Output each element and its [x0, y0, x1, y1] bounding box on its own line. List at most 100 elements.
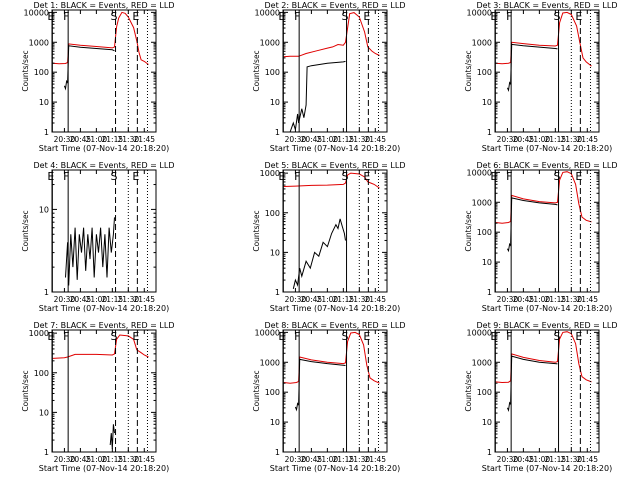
y-axis-label: Counts/sec — [252, 50, 261, 91]
time-marker-label: E — [575, 170, 582, 183]
time-marker-label: S — [554, 10, 561, 23]
events-line — [506, 355, 558, 412]
events-line — [65, 217, 115, 286]
x-tick-label: 21:15 — [102, 135, 124, 144]
time-marker-label: F — [294, 330, 300, 343]
x-axis-label: Start Time (07-Nov-14 20:18:20) — [270, 304, 400, 313]
plot-frame — [51, 169, 157, 293]
x-tick-label: 20:30 — [54, 455, 76, 464]
lld-line — [52, 334, 149, 359]
y-tick-label: 10 — [270, 98, 280, 107]
y-axis-label: Counts/sec — [21, 210, 30, 251]
x-tick-label: 20:30 — [54, 135, 76, 144]
x-tick-label: 21:30 — [118, 135, 140, 144]
y-tick-label: 10000 — [24, 8, 49, 17]
time-marker-label: S — [554, 170, 561, 183]
y-tick-label: 10 — [482, 418, 492, 427]
y-tick-label: 100 — [34, 68, 49, 77]
y-axis-label: Counts/sec — [21, 370, 30, 411]
y-tick-label: 1 — [44, 128, 49, 137]
x-tick-label: 20:30 — [285, 135, 307, 144]
y-tick-label: 10 — [482, 258, 492, 267]
x-tick-label: 21:00 — [529, 295, 551, 304]
x-tick-label: 21:30 — [349, 135, 371, 144]
x-tick-label: 21:00 — [317, 135, 339, 144]
plot-frame — [51, 329, 157, 453]
time-marker-label: S — [342, 10, 349, 23]
x-tick-label: 21:00 — [317, 295, 339, 304]
time-marker-label: E — [278, 10, 285, 23]
time-marker-label: E — [47, 170, 54, 183]
y-tick-label: 1 — [275, 128, 280, 137]
x-tick-label: 21:15 — [102, 455, 124, 464]
panel-title: Det 7: BLACK = Events, RED = LLD — [34, 321, 175, 330]
panel-title: Det 2: BLACK = Events, RED = LLD — [265, 1, 406, 10]
x-tick-label: 20:45 — [70, 455, 92, 464]
y-tick-label: 1000 — [29, 38, 49, 47]
y-tick-label: 10000 — [467, 328, 492, 337]
y-tick-label: 100 — [477, 388, 492, 397]
x-axis-label: Start Time (07-Nov-14 20:18:20) — [270, 144, 400, 153]
x-tick-label: 20:30 — [497, 135, 519, 144]
panel-title: Det 8: BLACK = Events, RED = LLD — [265, 321, 406, 330]
y-tick-label: 10 — [39, 408, 49, 417]
x-tick-label: 20:45 — [513, 295, 535, 304]
x-tick-label: 21:30 — [561, 455, 583, 464]
time-marker-label: F — [63, 330, 69, 343]
time-marker-label: S — [342, 170, 349, 183]
y-tick-label: 100 — [34, 369, 49, 378]
time-marker-label: E — [278, 170, 285, 183]
time-marker-label: E — [132, 170, 139, 183]
time-marker-label: F — [63, 10, 69, 23]
time-marker-label: E — [575, 10, 582, 23]
x-tick-label: 21:15 — [102, 295, 124, 304]
x-tick-label: 20:45 — [301, 135, 323, 144]
y-tick-label: 10000 — [255, 328, 280, 337]
x-tick-label: 21:15 — [333, 135, 355, 144]
x-axis-label: Start Time (07-Nov-14 20:18:20) — [270, 464, 400, 473]
x-tick-label: 21:45 — [576, 455, 598, 464]
y-tick-label: 1000 — [260, 38, 280, 47]
x-tick-label: 21:45 — [364, 135, 386, 144]
x-tick-label: 21:15 — [545, 455, 567, 464]
y-tick-label: 1000 — [472, 358, 492, 367]
time-marker-label: E — [278, 330, 285, 343]
plot-frame — [494, 169, 600, 293]
x-tick-label: 21:30 — [118, 295, 140, 304]
x-tick-label: 20:30 — [497, 455, 519, 464]
time-marker-label: S — [111, 10, 118, 23]
x-tick-label: 21:45 — [133, 455, 155, 464]
time-marker-label: F — [506, 330, 512, 343]
y-tick-label: 1 — [275, 448, 280, 457]
y-axis-label: Counts/sec — [21, 50, 30, 91]
time-marker-label: S — [342, 330, 349, 343]
events-line — [289, 60, 346, 133]
plot-frame — [494, 9, 600, 133]
panel-title: Det 1: BLACK = Events, RED = LLD — [34, 1, 175, 10]
x-tick-label: 20:45 — [301, 455, 323, 464]
lld-line — [283, 172, 380, 189]
x-tick-label: 20:45 — [513, 135, 535, 144]
x-tick-label: 21:45 — [364, 455, 386, 464]
time-marker-label: F — [506, 10, 512, 23]
time-marker-label: S — [111, 330, 118, 343]
y-tick-label: 1 — [44, 448, 49, 457]
x-tick-label: 21:30 — [561, 135, 583, 144]
x-axis-label: Start Time (07-Nov-14 20:18:20) — [482, 304, 612, 313]
x-tick-label: 21:15 — [545, 295, 567, 304]
y-tick-label: 1000 — [260, 358, 280, 367]
x-tick-label: 20:30 — [54, 295, 76, 304]
y-tick-label: 1000 — [472, 38, 492, 47]
panel-title: Det 4: BLACK = Events, RED = LLD — [34, 161, 175, 170]
y-tick-label: 1000 — [29, 329, 49, 338]
x-tick-label: 20:45 — [70, 135, 92, 144]
y-axis-label: Counts/sec — [464, 210, 473, 251]
time-marker-label: E — [490, 10, 497, 23]
